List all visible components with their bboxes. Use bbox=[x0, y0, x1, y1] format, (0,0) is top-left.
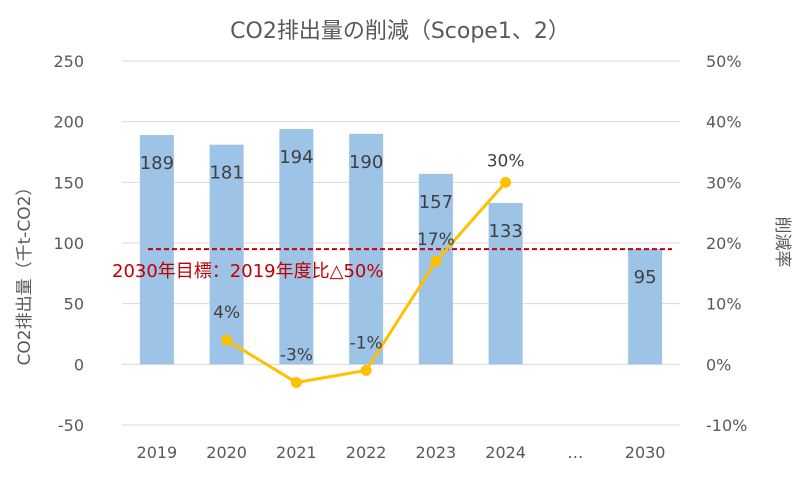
y2-tick-label: -10% bbox=[706, 416, 747, 435]
bar-value-label: 181 bbox=[209, 163, 243, 184]
y-axis-label: CO2排出量（千t-CO2） bbox=[15, 179, 35, 366]
y2-tick-label: 20% bbox=[706, 234, 742, 253]
x-tick-label: 2022 bbox=[346, 443, 387, 462]
y2-tick-label: 10% bbox=[706, 295, 742, 314]
rate-label: 30% bbox=[487, 151, 525, 171]
x-tick-label: … bbox=[567, 443, 583, 462]
reduction-rate-point bbox=[430, 255, 442, 267]
bar bbox=[209, 144, 244, 365]
bar-value-label: 194 bbox=[279, 147, 313, 168]
y2-tick-label: 40% bbox=[706, 113, 742, 132]
reduction-rate-point bbox=[221, 334, 233, 346]
x-tick-label: 2030 bbox=[625, 443, 666, 462]
x-tick-label: 2023 bbox=[416, 443, 457, 462]
y-tick-label: -50 bbox=[58, 416, 84, 435]
chart-title: CO2排出量の削減（Scope1、2） bbox=[230, 19, 570, 44]
x-tick-label: 2024 bbox=[485, 443, 526, 462]
x-tick-label: 2020 bbox=[206, 443, 247, 462]
y-tick-label: 100 bbox=[53, 234, 84, 253]
target-label: 2030年目標：2019年度比△50% bbox=[112, 261, 383, 282]
reduction-rate-point bbox=[360, 364, 372, 376]
bar bbox=[279, 128, 314, 365]
y-tick-label: 200 bbox=[53, 113, 84, 132]
y-tick-label: 150 bbox=[53, 173, 84, 192]
bar bbox=[628, 249, 663, 365]
bar-value-label: 189 bbox=[140, 153, 174, 174]
bar-value-label: 190 bbox=[349, 152, 383, 173]
y-tick-label: 250 bbox=[53, 52, 84, 71]
x-tick-label: 2019 bbox=[137, 443, 178, 462]
rate-label: 17% bbox=[417, 230, 455, 250]
bar bbox=[488, 202, 523, 365]
reduction-rate-point bbox=[290, 377, 302, 389]
y-tick-label: 0 bbox=[74, 355, 84, 374]
reduction-rate-point bbox=[500, 176, 512, 188]
bar-value-label: 157 bbox=[419, 192, 453, 213]
y2-tick-label: 30% bbox=[706, 173, 742, 192]
y-tick-label: 50 bbox=[64, 295, 84, 314]
rate-label: -3% bbox=[280, 346, 313, 366]
bar bbox=[418, 173, 453, 365]
y2-axis-label: 削減率 bbox=[772, 217, 792, 268]
y2-tick-label: 0% bbox=[706, 355, 731, 374]
bar-value-label: 133 bbox=[488, 221, 522, 242]
y2-tick-label: 50% bbox=[706, 52, 742, 71]
rate-label: -1% bbox=[350, 333, 383, 353]
bar-value-label: 95 bbox=[634, 267, 657, 288]
rate-label: 4% bbox=[213, 303, 240, 323]
x-tick-label: 2021 bbox=[276, 443, 317, 462]
